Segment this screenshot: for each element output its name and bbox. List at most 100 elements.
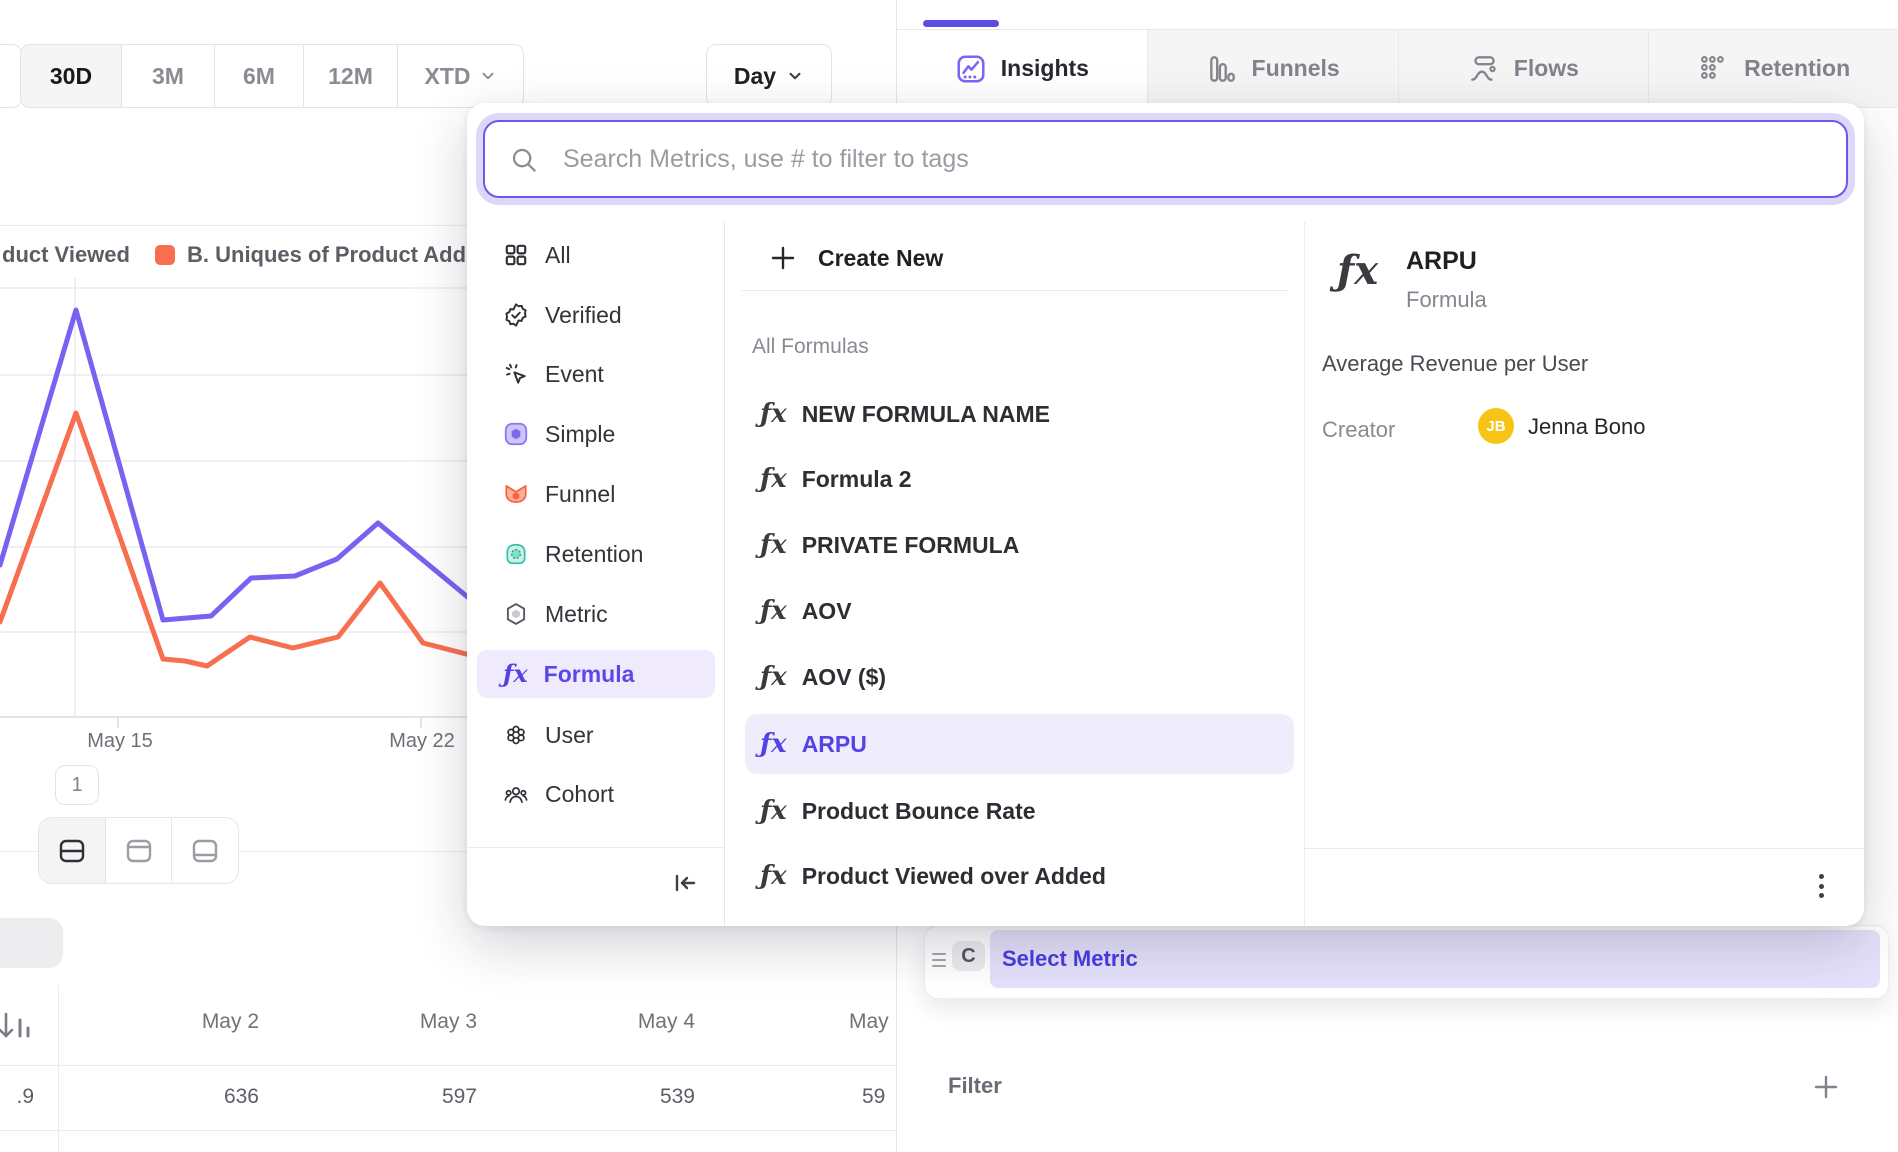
insights-chart-icon xyxy=(957,54,985,83)
table-corner-chip xyxy=(0,918,63,968)
add-filter-icon[interactable] xyxy=(1813,1074,1839,1100)
clipped-range-button[interactable] xyxy=(0,44,22,108)
filter-section-label: Filter xyxy=(948,1073,1002,1098)
cohort-people-icon xyxy=(504,787,528,803)
more-options-icon[interactable] xyxy=(1807,871,1835,901)
sidebar-item-all[interactable]: All xyxy=(467,225,724,285)
sidebar-item-label: Metric xyxy=(545,600,608,627)
layout-header-panel-button[interactable] xyxy=(104,818,172,883)
sort-descending-icon[interactable] xyxy=(0,1008,34,1044)
page-number-badge[interactable]: 1 xyxy=(55,765,99,805)
funnel-metric-icon xyxy=(505,485,527,503)
formula-item-label: ARPU xyxy=(801,730,867,757)
creator-label: Creator xyxy=(1322,417,1396,442)
detail-footer-divider xyxy=(1304,848,1864,849)
sidebar-item-event[interactable]: Event xyxy=(467,344,724,404)
sidebar-item-user[interactable]: User xyxy=(467,705,724,765)
series-b-line xyxy=(0,410,470,669)
layout-split-horizontal-button[interactable] xyxy=(39,818,105,883)
metric-picker-modal: All Verified Event Sim xyxy=(467,103,1864,926)
formula-list-item[interactable]: ƒx PRIVATE FORMULA xyxy=(745,515,1294,575)
series-b-swatch-icon xyxy=(155,245,175,265)
formula-list-item[interactable]: ƒx AOV ($) xyxy=(745,647,1294,707)
sidebar-item-retention[interactable]: Retention xyxy=(467,524,724,584)
sidebar-item-metric[interactable]: Metric xyxy=(467,584,724,644)
sidebar-item-verified[interactable]: Verified xyxy=(467,285,724,345)
simple-metric-icon xyxy=(504,422,528,446)
formula-list-item[interactable]: ƒx AOV xyxy=(745,581,1294,641)
formula-list-item[interactable]: ƒx NEW FORMULA NAME xyxy=(745,384,1294,444)
fx-icon: ƒx xyxy=(760,662,787,692)
column-header[interactable]: May 4 xyxy=(637,1010,695,1033)
tab-funnels[interactable]: Funnels xyxy=(1146,30,1398,107)
search-field-wrap xyxy=(483,120,1848,198)
legend-series-a[interactable]: duct Viewed xyxy=(2,240,130,270)
fx-large-icon: ƒx xyxy=(1337,247,1379,294)
tab-retention[interactable]: Retention xyxy=(1648,30,1898,107)
retention-metric-icon xyxy=(506,543,526,565)
split-horizontal-icon xyxy=(59,839,85,862)
chevron-down-icon xyxy=(482,72,493,80)
tab-flows[interactable]: Flows xyxy=(1397,30,1649,107)
column-header[interactable]: May 2 xyxy=(201,1010,259,1033)
legend-a-label: duct Viewed xyxy=(2,242,130,267)
sidebar-item-formula[interactable]: ƒx Formula xyxy=(477,650,715,698)
range-xtd-button[interactable]: XTD xyxy=(397,45,523,107)
sidebar-item-label: Event xyxy=(545,360,604,387)
tab-insights[interactable]: Insights xyxy=(897,30,1147,107)
detail-description: Average Revenue per User xyxy=(1322,351,1589,376)
fx-icon: ƒx xyxy=(760,399,787,429)
formula-list-item[interactable]: ƒx Product Bounce Rate xyxy=(745,781,1294,841)
range-3m-button[interactable]: 3M xyxy=(121,45,214,107)
date-range-selector: 30D 3M 6M 12M XTD xyxy=(20,44,524,108)
formula-list-item-selected[interactable]: ƒx ARPU xyxy=(745,714,1294,774)
formula-fx-icon: ƒx xyxy=(503,659,528,688)
sidebar-item-funnel[interactable]: Funnel xyxy=(467,464,724,524)
sidebar-item-label: Retention xyxy=(545,540,644,567)
sidebar-item-label: Funnel xyxy=(545,480,616,507)
x-axis-ticks xyxy=(117,717,422,728)
range-12m-button[interactable]: 12M xyxy=(303,45,397,107)
column-header[interactable]: May xyxy=(849,1010,889,1033)
formula-list-item[interactable]: ƒx Product Viewed over Added xyxy=(745,846,1294,906)
collapse-sidebar-icon[interactable] xyxy=(671,869,699,897)
formula-list-item[interactable]: ƒx Formula 2 xyxy=(745,449,1294,509)
layout-bottom-panel-button[interactable] xyxy=(171,818,238,883)
formula-item-label: AOV xyxy=(801,597,852,624)
legend-series-b[interactable]: B. Uniques of Product Add xyxy=(155,240,466,270)
verified-badge-icon xyxy=(505,303,527,327)
bottom-panel-icon xyxy=(192,839,218,862)
tab-flows-label: Flows xyxy=(1513,55,1579,81)
tab-retention-label: Retention xyxy=(1744,55,1851,81)
sidebar-item-simple[interactable]: Simple xyxy=(467,404,724,464)
table-column-divider xyxy=(58,985,59,1152)
sidebar-item-cohort[interactable]: Cohort xyxy=(467,764,724,824)
column-header[interactable]: May 3 xyxy=(419,1010,477,1033)
tab-insights-label: Insights xyxy=(1000,55,1089,81)
plus-icon xyxy=(771,246,795,270)
funnels-bars-icon xyxy=(1209,55,1235,82)
x-tick-label-may15: May 15 xyxy=(87,730,153,752)
sidebar-item-label: User xyxy=(545,721,594,748)
sidebar-item-label: Cohort xyxy=(545,780,615,807)
drag-handle-icon[interactable] xyxy=(932,953,946,967)
granularity-dropdown[interactable]: Day xyxy=(706,44,832,108)
fx-icon: ƒx xyxy=(760,530,787,560)
range-30d-button[interactable]: 30D xyxy=(21,45,121,107)
fx-icon: ƒx xyxy=(760,464,787,494)
table-header-divider xyxy=(0,1065,896,1066)
range-6m-button[interactable]: 6M xyxy=(214,45,303,107)
table-cell: 597 xyxy=(441,1085,477,1108)
sidebar-item-label: Simple xyxy=(545,420,616,447)
select-metric-field[interactable]: Select Metric xyxy=(990,930,1880,988)
create-new-button[interactable]: Create New xyxy=(745,228,1245,288)
trend-chart[interactable] xyxy=(0,278,470,730)
fx-icon: ƒx xyxy=(760,596,787,626)
grid-icon xyxy=(505,244,527,266)
formula-item-label: NEW FORMULA NAME xyxy=(801,400,1050,427)
chevron-down-icon xyxy=(789,72,801,80)
range-xtd-label: XTD xyxy=(424,62,471,89)
table-cell: 59 xyxy=(862,1085,886,1108)
search-input[interactable] xyxy=(483,120,1848,198)
